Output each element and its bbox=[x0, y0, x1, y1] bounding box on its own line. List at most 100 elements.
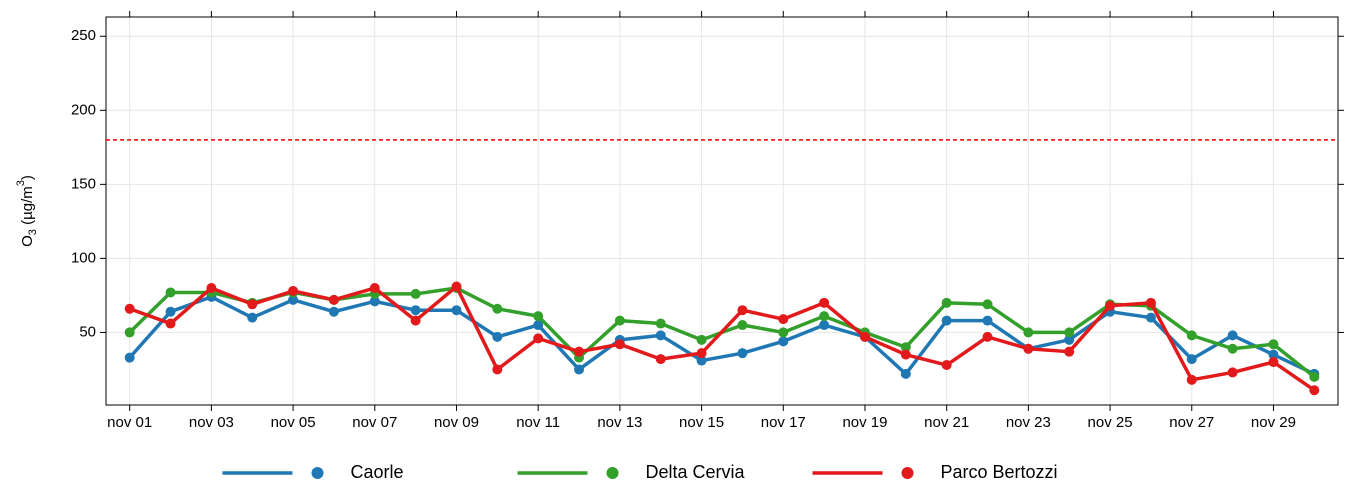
point bbox=[533, 320, 544, 331]
point bbox=[165, 306, 176, 317]
point bbox=[1186, 330, 1197, 341]
legend-dot bbox=[606, 467, 619, 479]
point bbox=[1105, 300, 1116, 311]
point bbox=[1268, 349, 1279, 360]
point bbox=[737, 320, 748, 331]
point bbox=[410, 305, 421, 316]
series-line bbox=[128, 295, 1316, 376]
point bbox=[1227, 367, 1238, 378]
point bbox=[410, 315, 421, 326]
point bbox=[819, 297, 830, 308]
point bbox=[574, 364, 585, 375]
point bbox=[1064, 334, 1075, 345]
x-tick-label: nov 17 bbox=[761, 414, 806, 431]
point bbox=[492, 331, 503, 342]
point bbox=[1309, 371, 1320, 382]
point bbox=[1227, 343, 1238, 354]
y-tick-label: 50 bbox=[79, 323, 96, 340]
point bbox=[492, 303, 503, 314]
legend-label: Delta Cervia bbox=[646, 462, 746, 482]
point bbox=[737, 305, 748, 316]
point bbox=[696, 334, 707, 345]
point bbox=[655, 354, 666, 365]
point bbox=[982, 315, 993, 326]
legend-dot bbox=[901, 467, 914, 479]
x-tick-label: nov 09 bbox=[434, 414, 479, 431]
point bbox=[1064, 346, 1075, 357]
point bbox=[124, 327, 135, 338]
point bbox=[778, 336, 789, 347]
point bbox=[1064, 327, 1075, 338]
point bbox=[819, 320, 830, 331]
y-axis-label: O3 (µg/m3) bbox=[15, 175, 39, 247]
point bbox=[328, 294, 339, 305]
point bbox=[1145, 297, 1156, 308]
point bbox=[1227, 330, 1238, 341]
x-tick-label: nov 29 bbox=[1251, 414, 1296, 431]
point bbox=[696, 355, 707, 366]
point bbox=[369, 296, 380, 307]
point bbox=[1186, 354, 1197, 365]
point bbox=[328, 306, 339, 317]
point bbox=[737, 348, 748, 359]
x-tick-label: nov 07 bbox=[352, 414, 397, 431]
point bbox=[819, 311, 830, 322]
x-tick-label: nov 19 bbox=[842, 414, 887, 431]
point bbox=[492, 364, 503, 375]
point bbox=[1023, 327, 1034, 338]
point bbox=[900, 368, 911, 379]
x-tick-label: nov 25 bbox=[1088, 414, 1133, 431]
point bbox=[369, 283, 380, 294]
y-tick-label: 250 bbox=[71, 27, 96, 44]
point bbox=[533, 333, 544, 344]
point bbox=[1186, 374, 1197, 385]
point bbox=[165, 287, 176, 298]
point bbox=[124, 303, 135, 314]
point bbox=[451, 305, 462, 316]
point bbox=[900, 342, 911, 353]
point bbox=[1309, 385, 1320, 396]
point bbox=[206, 283, 217, 294]
point bbox=[1268, 339, 1279, 350]
y-tick-label: 200 bbox=[71, 101, 96, 118]
x-tick-label: nov 15 bbox=[679, 414, 724, 431]
y-tick-label: 100 bbox=[71, 249, 96, 266]
point bbox=[574, 346, 585, 357]
x-tick-label: nov 11 bbox=[516, 414, 560, 431]
point bbox=[982, 299, 993, 310]
y-tick-label: 150 bbox=[71, 175, 96, 192]
x-tick-label: nov 03 bbox=[189, 414, 234, 431]
x-tick-label: nov 01 bbox=[107, 414, 152, 431]
plot-frame bbox=[105, 16, 1339, 406]
point bbox=[941, 297, 952, 308]
point bbox=[1023, 343, 1034, 354]
point bbox=[778, 314, 789, 325]
legend-dot bbox=[311, 467, 324, 479]
point bbox=[900, 349, 911, 360]
point bbox=[1268, 357, 1279, 368]
point bbox=[655, 318, 666, 329]
legend-label: Caorle bbox=[351, 462, 404, 482]
x-tick-label: nov 27 bbox=[1169, 414, 1214, 431]
point bbox=[165, 318, 176, 329]
series-line bbox=[129, 284, 1316, 392]
point bbox=[655, 330, 666, 341]
point bbox=[982, 331, 993, 342]
point bbox=[533, 311, 544, 322]
legend-label: Parco Bertozzi bbox=[941, 462, 1058, 482]
x-tick-label: nov 13 bbox=[597, 414, 642, 431]
point bbox=[247, 312, 258, 323]
point bbox=[859, 331, 870, 342]
x-tick-label: nov 05 bbox=[271, 414, 316, 431]
point bbox=[941, 360, 952, 371]
point bbox=[696, 348, 707, 359]
point bbox=[614, 339, 625, 350]
point bbox=[288, 285, 299, 296]
point bbox=[410, 288, 421, 299]
point bbox=[778, 327, 789, 338]
x-tick-label: nov 21 bbox=[924, 414, 969, 431]
point bbox=[124, 352, 135, 363]
point bbox=[288, 294, 299, 305]
x-tick-label: nov 23 bbox=[1006, 414, 1051, 431]
